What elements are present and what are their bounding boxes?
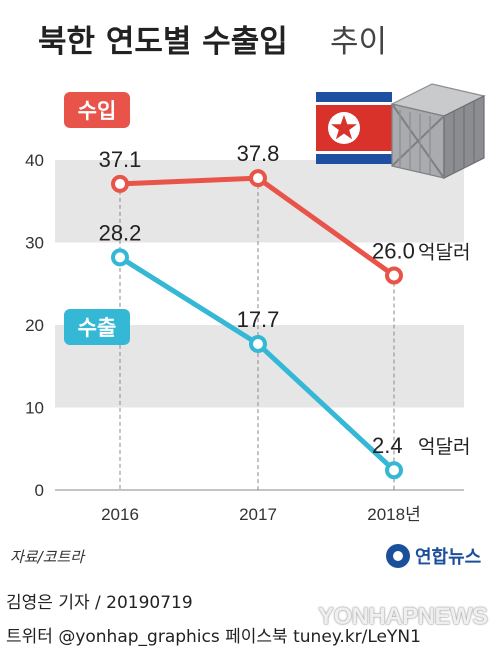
chart-canvas: 북한 연도별 수출입 추이 0 10 20 30 40 2016 2017 2018년 37… [10,24,486,568]
data-label: 26.0 [372,239,415,264]
export-legend-label: 수출 [78,316,117,340]
y-tick-label: 0 [35,481,44,500]
grid-bands [55,160,464,408]
x-tick-label: 2017 [239,505,277,524]
x-tick-label: 2018년 [367,505,420,524]
import-legend-badge: 수입 [64,92,130,128]
data-label: 37.8 [237,141,280,166]
y-tick-label: 10 [25,399,44,418]
data-point [111,174,129,193]
data-point [385,461,403,480]
data-label: 17.7 [237,307,280,332]
data-point [249,334,267,353]
chart-title: 북한 연도별 수출입 [38,24,288,60]
data-label: 37.1 [99,147,142,172]
unit-label: 억달러 [418,436,470,458]
data-point [111,248,129,267]
export-legend-badge: 수출 [64,309,130,345]
data-label: 2.4 [372,433,403,458]
footer-social: 트위터 @yonhap_graphics 페이스북 tuney.kr/LeYN1 [6,627,421,647]
north-korea-flag-icon [316,92,392,164]
source-note: 자료/코트라 [10,548,86,566]
watermark: YONHAPNEWS [318,603,488,630]
import-legend-label: 수입 [78,99,117,123]
y-axis: 0 10 20 30 40 [25,151,44,500]
data-point [385,266,403,285]
chart-title-suffix: 추이 [330,24,387,60]
x-tick-label: 2016 [101,505,139,524]
unit-label: 억달러 [418,242,470,264]
vertical-guides [119,178,395,490]
shipping-container-icon [390,83,486,179]
x-axis: 2016 2017 2018년 [101,505,421,524]
y-tick-label: 30 [25,234,44,253]
brand-name: 연합뉴스 [415,546,481,568]
footer-credit: 김영은 기자 / 20190719 [6,593,193,613]
data-point [249,169,267,188]
y-tick-label: 40 [25,151,44,170]
yonhap-logo: 연합뉴스 [386,544,481,568]
y-tick-label: 20 [25,316,44,335]
data-label: 28.2 [99,220,142,245]
